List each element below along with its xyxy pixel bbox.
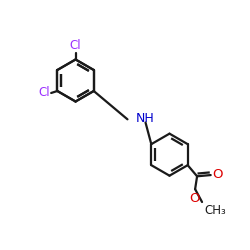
Text: NH: NH (136, 112, 155, 125)
Text: Cl: Cl (70, 39, 81, 52)
Text: O: O (189, 192, 200, 205)
Text: Cl: Cl (39, 86, 50, 100)
Text: O: O (213, 168, 223, 181)
Text: CH₃: CH₃ (204, 204, 226, 218)
